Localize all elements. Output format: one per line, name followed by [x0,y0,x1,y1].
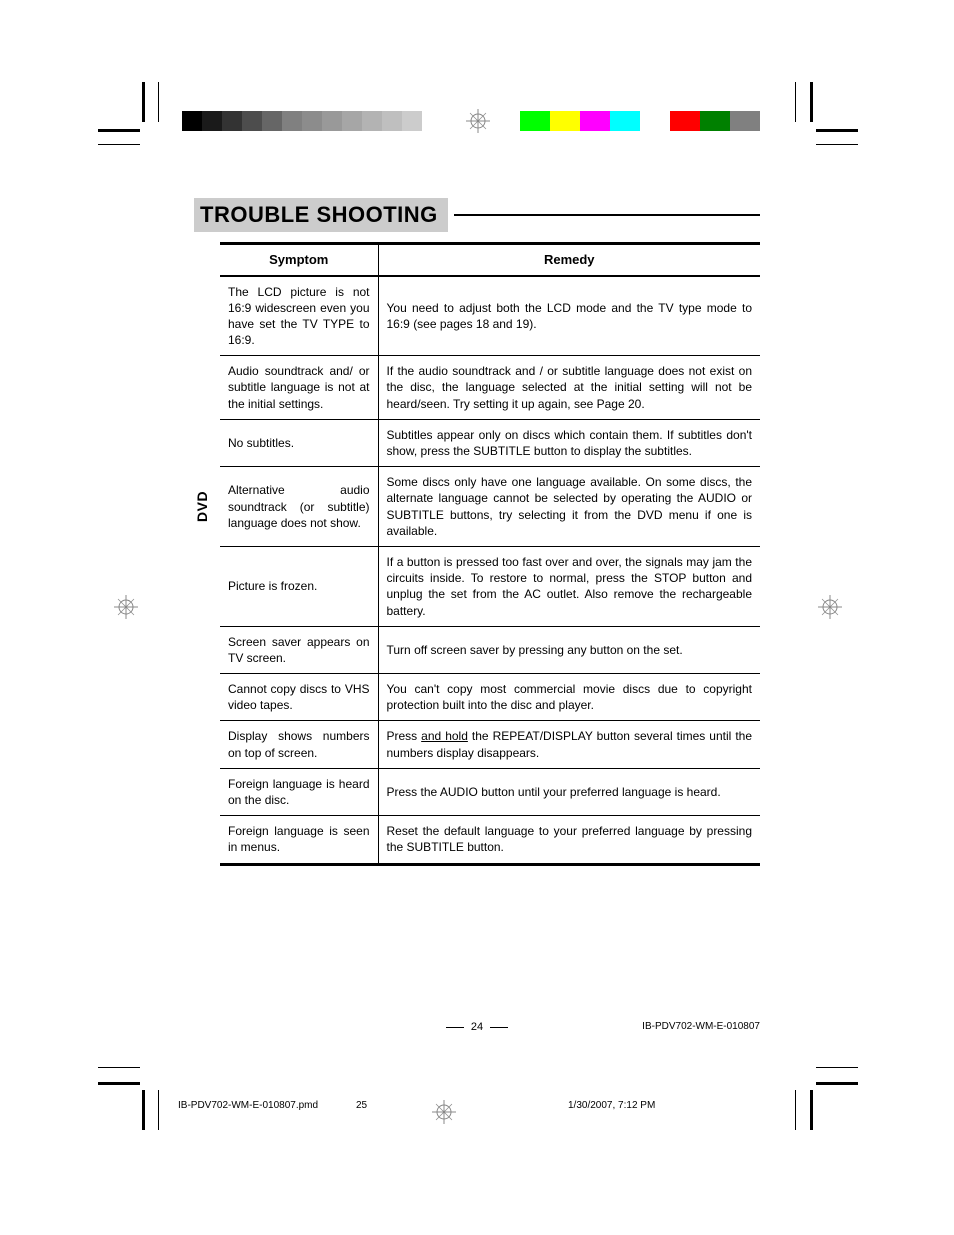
remedy-cell: Some discs only have one language availa… [378,467,760,547]
crop-mark [816,1067,858,1068]
col-header-symptom: Symptom [220,244,378,276]
page-footer: 24 IB-PDV702-WM-E-010807 [194,1021,760,1033]
symptom-cell: Audio soundtrack and/ or subtitle langua… [220,356,378,420]
gray-swatch [302,111,322,131]
side-section-label: DVD [194,491,210,522]
crop-mark [810,1090,813,1130]
col-header-remedy: Remedy [378,244,760,276]
symptom-cell: Display shows numbers on top of screen. [220,721,378,768]
color-swatch [700,111,730,131]
gray-swatch [222,111,242,131]
gray-swatch [242,111,262,131]
remedy-cell: Reset the default language to your prefe… [378,816,760,864]
title-rule [454,214,760,216]
symptom-cell: The LCD picture is not 16:9 widescreen e… [220,276,378,356]
section-title: TROUBLE SHOOTING [194,198,448,232]
gray-swatch [402,111,422,131]
table-row: No subtitles.Subtitles appear only on di… [220,419,760,466]
table-row: Foreign language is heard on the disc.Pr… [220,768,760,815]
crop-mark [142,1090,145,1130]
color-swatch [520,111,550,131]
troubleshooting-table: Symptom Remedy The LCD picture is not 16… [220,242,760,866]
gray-swatch [182,111,202,131]
table-header-row: Symptom Remedy [220,244,760,276]
remedy-cell: If the audio soundtrack and / or subtitl… [378,356,760,420]
symptom-cell: Screen saver appears on TV screen. [220,626,378,673]
color-swatch [640,111,670,131]
remedy-cell: You need to adjust both the LCD mode and… [378,276,760,356]
symptom-cell: Foreign language is heard on the disc. [220,768,378,815]
registration-mark-icon [818,595,842,619]
color-swatch [610,111,640,131]
table-row: Cannot copy discs to VHS video tapes.You… [220,674,760,721]
gray-swatch [342,111,362,131]
crop-mark [158,1090,159,1130]
table-row: Alternative audio soundtrack (or subtitl… [220,467,760,547]
table-row: The LCD picture is not 16:9 widescreen e… [220,276,760,356]
print-timestamp: 1/30/2007, 7:12 PM [568,1100,655,1111]
remedy-cell: Press and hold the REPEAT/DISPLAY button… [378,721,760,768]
remedy-cell: Subtitles appear only on discs which con… [378,419,760,466]
color-swatch [580,111,610,131]
registration-mark-icon [114,595,138,619]
gray-swatch [382,111,402,131]
color-swatch [550,111,580,131]
crop-mark [98,144,140,145]
gray-swatch [202,111,222,131]
table-row: Foreign language is seen in menus.Reset … [220,816,760,864]
registration-mark-icon [466,109,490,133]
remedy-cell: You can't copy most commercial movie dis… [378,674,760,721]
symptom-cell: Foreign language is seen in menus. [220,816,378,864]
page-number: 24 [471,1021,483,1033]
gray-swatch [322,111,342,131]
gray-swatch [262,111,282,131]
page-content: TROUBLE SHOOTING DVD Symptom Remedy The … [194,198,760,866]
crop-mark [98,1082,140,1085]
symptom-cell: Picture is frozen. [220,546,378,626]
symptom-cell: No subtitles. [220,419,378,466]
table-row: Display shows numbers on top of screen.P… [220,721,760,768]
remedy-cell: Press the AUDIO button until your prefer… [378,768,760,815]
print-filename: IB-PDV702-WM-E-010807.pmd [178,1100,318,1111]
table-row: Picture is frozen.If a button is pressed… [220,546,760,626]
remedy-cell: Turn off screen saver by pressing any bu… [378,626,760,673]
crop-mark [816,1082,858,1085]
color-swatch [670,111,700,131]
gray-swatch [362,111,382,131]
symptom-cell: Alternative audio soundtrack (or subtitl… [220,467,378,547]
doc-id: IB-PDV702-WM-E-010807 [642,1021,760,1032]
table-wrap: DVD Symptom Remedy The LCD picture is no… [194,242,760,866]
crop-mark [795,1090,796,1130]
gray-swatch [282,111,302,131]
remedy-cell: If a button is pressed too fast over and… [378,546,760,626]
section-title-wrap: TROUBLE SHOOTING [194,198,760,232]
table-row: Screen saver appears on TV screen.Turn o… [220,626,760,673]
crop-mark [816,144,858,145]
table-row: Audio soundtrack and/ or subtitle langua… [220,356,760,420]
dash-icon [446,1027,464,1028]
registration-mark-icon [432,1100,456,1124]
dash-icon [490,1027,508,1028]
symptom-cell: Cannot copy discs to VHS video tapes. [220,674,378,721]
print-page: 25 [356,1100,367,1111]
crop-mark [98,1067,140,1068]
color-swatch [730,111,760,131]
